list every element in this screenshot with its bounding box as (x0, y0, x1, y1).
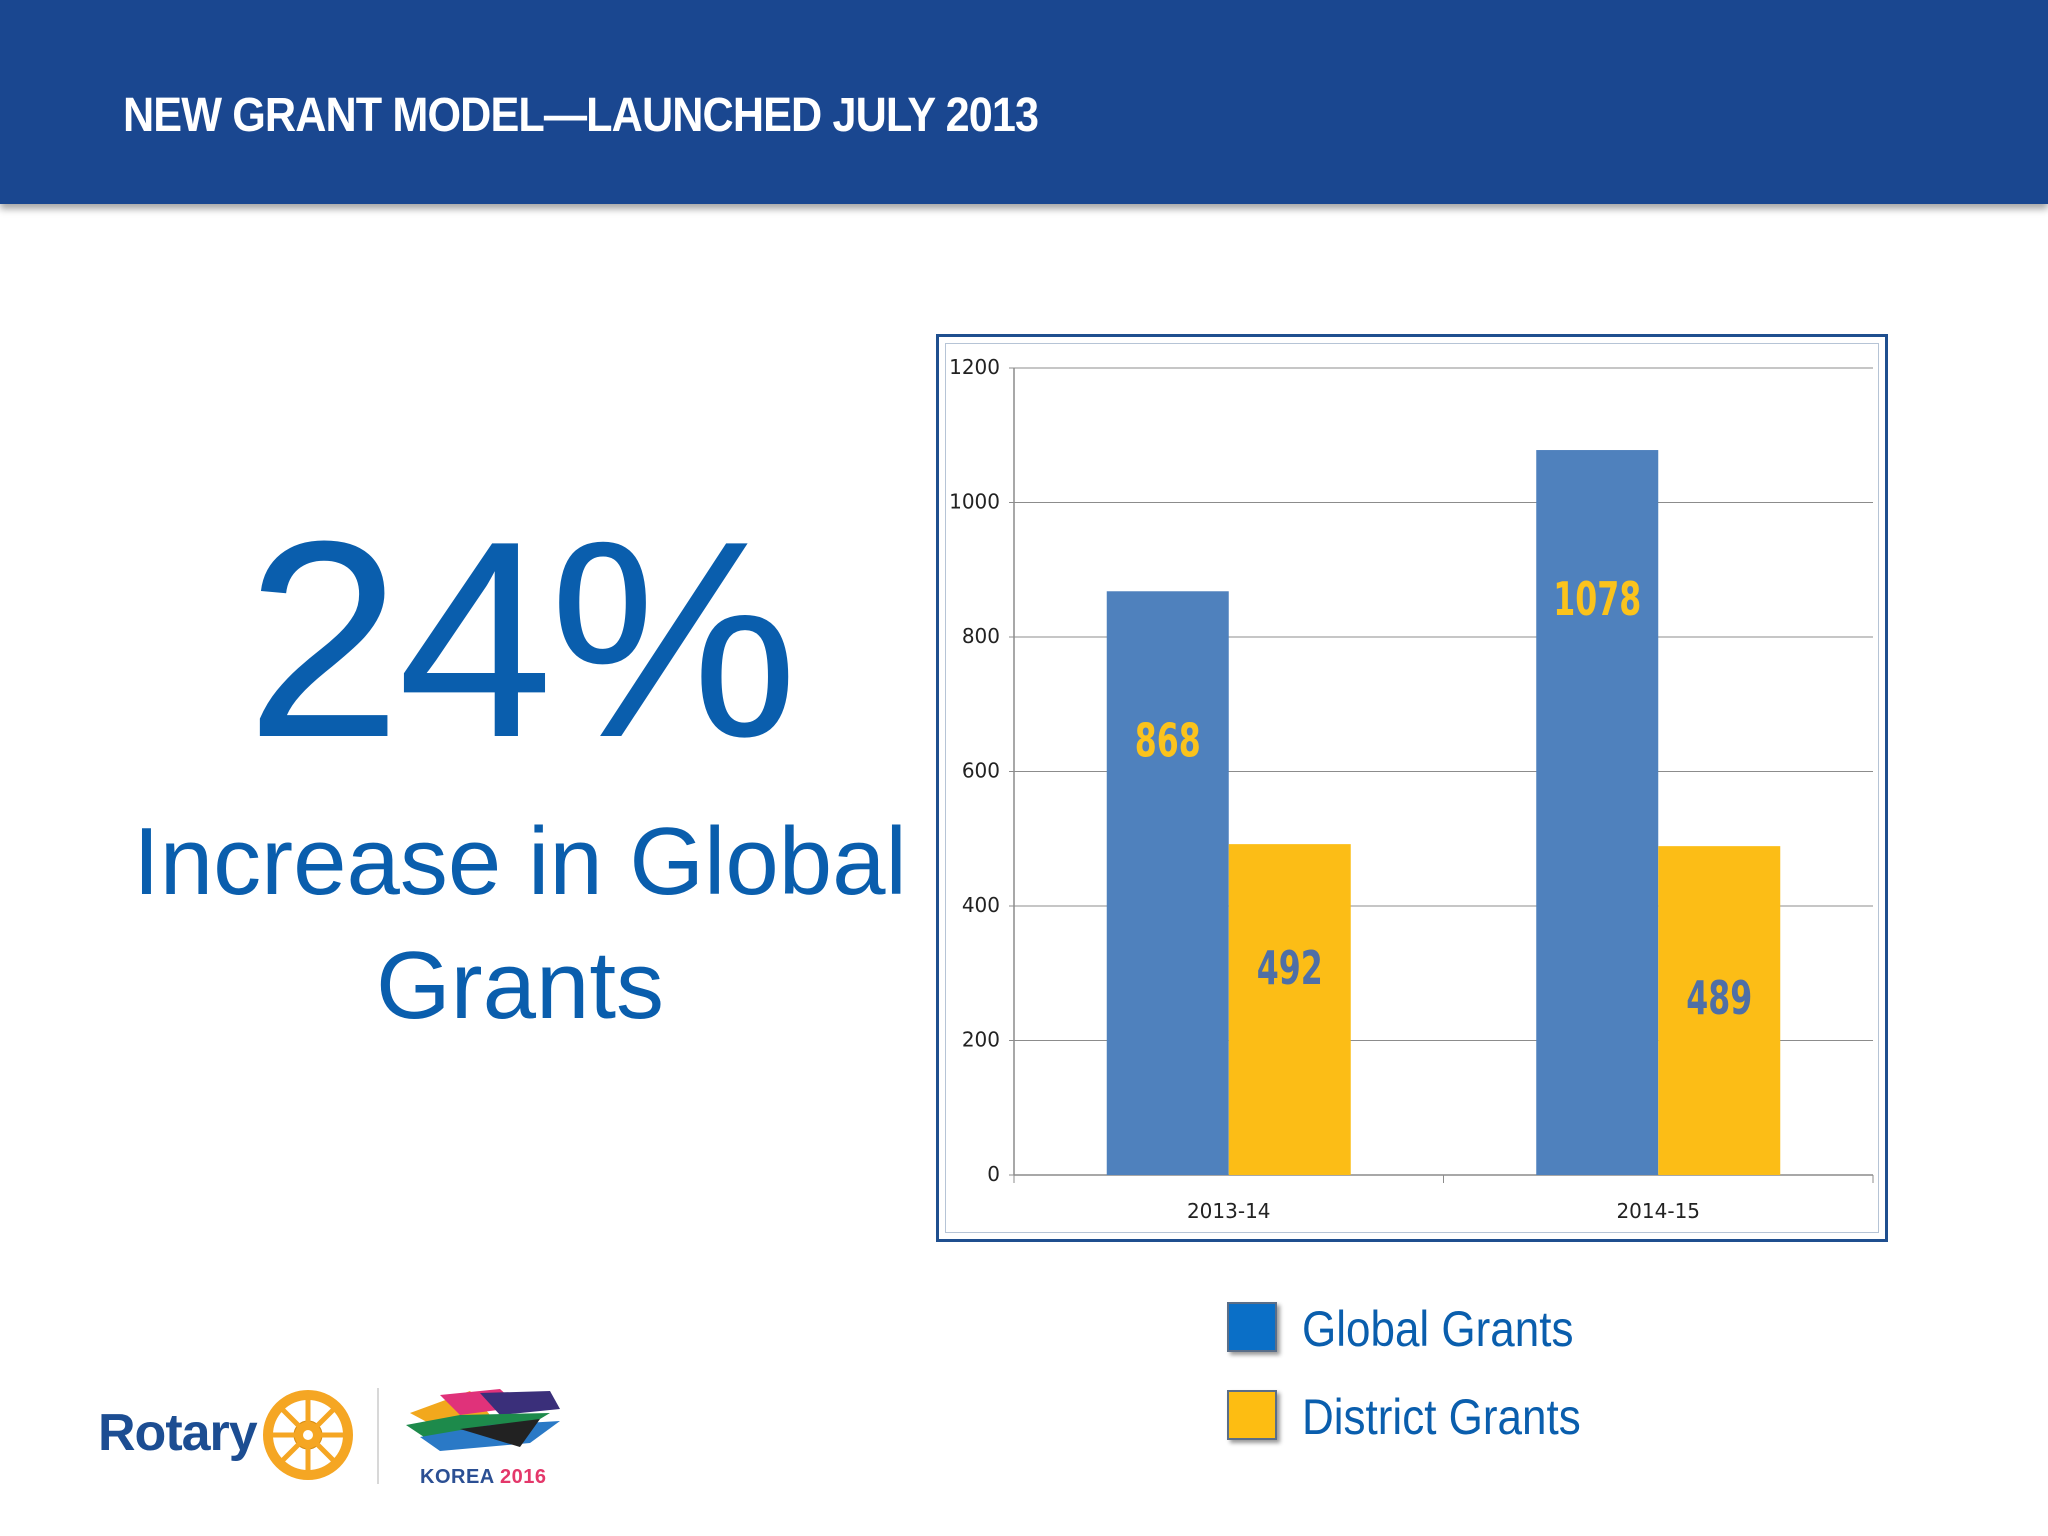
bar-global-grants-2013-14 (1106, 591, 1229, 1175)
x-tick-label-2013-14: 2013-14 (1187, 1199, 1271, 1223)
title-bar: NEW GRANT MODEL—LAUNCHED JULY 2013 (0, 0, 2048, 204)
bar-district-grants-2014-15 (1658, 846, 1781, 1175)
logo-divider (377, 1388, 379, 1484)
stat-value: 24% (245, 484, 798, 796)
data-label-global-grants-2014-15: 1078 (1553, 572, 1641, 626)
bar-chart: 0 200 400 600 800 1000 1200 868 492 2013-14 1078 48… (949, 355, 1874, 1223)
rotary-logo-text: Rotary (98, 1404, 258, 1462)
legend-swatch-district-grants (1227, 1390, 1277, 1440)
chart-frame-inner-border (945, 343, 1879, 1233)
bar-district-grants-2013-14 (1228, 844, 1351, 1175)
y-tick-label-1200: 1200 (949, 355, 1000, 379)
rotary-wheel-icon (263, 1390, 353, 1480)
data-label-district-grants-2014-15: 489 (1686, 971, 1752, 1025)
legend-label-district-grants: District Grants (1302, 1389, 1581, 1445)
y-tick-label-400: 400 (962, 893, 1000, 917)
korea-label: KOREA (420, 1466, 494, 1488)
bar-global-grants-2014-15 (1536, 450, 1659, 1175)
data-label-global-grants-2013-14: 868 (1135, 713, 1201, 767)
legend-swatch-global-grants (1227, 1302, 1277, 1352)
stat-label: Increase in Global Grants (133, 808, 907, 1039)
slide-title: NEW GRANT MODEL—LAUNCHED JULY 2013 (123, 89, 1039, 142)
korea-2016-text: KOREA 2016 (420, 1466, 547, 1489)
y-tick-label-1000: 1000 (949, 490, 1000, 514)
y-tick-label-800: 800 (962, 624, 1000, 648)
data-label-district-grants-2013-14: 492 (1257, 941, 1323, 995)
legend-label-global-grants: Global Grants (1302, 1301, 1574, 1357)
y-tick-label-200: 200 (962, 1028, 1000, 1052)
korea-2016-emblem-icon (406, 1389, 560, 1451)
y-tick-label-0: 0 (987, 1162, 1000, 1186)
y-tick-label-600: 600 (962, 759, 1000, 783)
chart-frame: 0 200 400 600 800 1000 1200 868 492 2013-14 1078 48… (936, 334, 1888, 1242)
korea-year: 2016 (500, 1466, 547, 1488)
x-tick-label-2014-15: 2014-15 (1616, 1199, 1700, 1223)
